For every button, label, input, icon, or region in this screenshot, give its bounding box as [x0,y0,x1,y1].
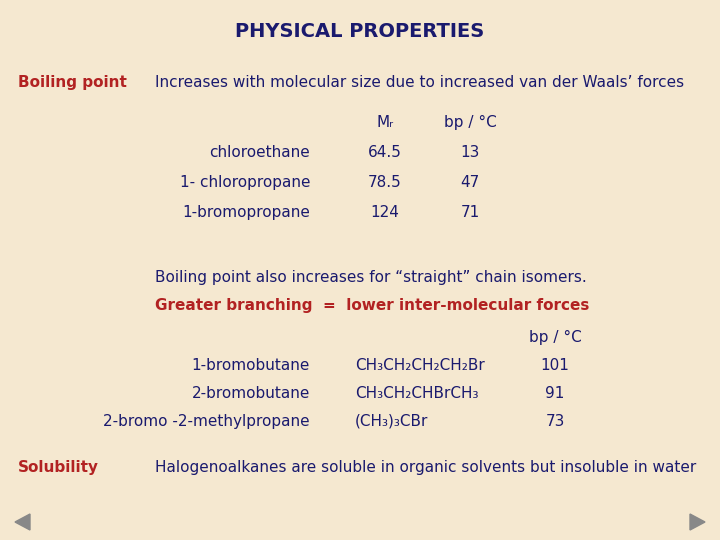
Text: CH₃CH₂CH₂CH₂Br: CH₃CH₂CH₂CH₂Br [355,358,485,373]
Polygon shape [15,514,30,530]
Text: 101: 101 [541,358,570,373]
Text: bp / °C: bp / °C [444,115,496,130]
Text: 13: 13 [460,145,480,160]
Text: 91: 91 [545,386,564,401]
Text: 78.5: 78.5 [368,175,402,190]
Text: Boiling point also increases for “straight” chain isomers.: Boiling point also increases for “straig… [155,270,587,285]
Text: Greater branching  =  lower inter-molecular forces: Greater branching = lower inter-molecula… [155,298,590,313]
Text: PHYSICAL PROPERTIES: PHYSICAL PROPERTIES [235,22,485,41]
Text: 124: 124 [371,205,400,220]
Text: 1-bromopropane: 1-bromopropane [182,205,310,220]
Text: 64.5: 64.5 [368,145,402,160]
Text: 73: 73 [545,414,564,429]
Text: Mᵣ: Mᵣ [377,115,394,130]
Text: Solubility: Solubility [18,460,99,475]
Text: 71: 71 [460,205,480,220]
Text: Increases with molecular size due to increased van der Waals’ forces: Increases with molecular size due to inc… [155,75,684,90]
Text: bp / °C: bp / °C [528,330,581,345]
Text: (CH₃)₃CBr: (CH₃)₃CBr [355,414,428,429]
Text: 2-bromobutane: 2-bromobutane [192,386,310,401]
Text: 47: 47 [460,175,480,190]
Polygon shape [690,514,705,530]
Text: 2-bromo -2-methylpropane: 2-bromo -2-methylpropane [104,414,310,429]
Text: 1- chloropropane: 1- chloropropane [179,175,310,190]
Text: 1-bromobutane: 1-bromobutane [192,358,310,373]
Text: CH₃CH₂CHBrCH₃: CH₃CH₂CHBrCH₃ [355,386,479,401]
Text: Halogenoalkanes are soluble in organic solvents but insoluble in water: Halogenoalkanes are soluble in organic s… [155,460,696,475]
Text: chloroethane: chloroethane [210,145,310,160]
Text: Boiling point: Boiling point [18,75,127,90]
